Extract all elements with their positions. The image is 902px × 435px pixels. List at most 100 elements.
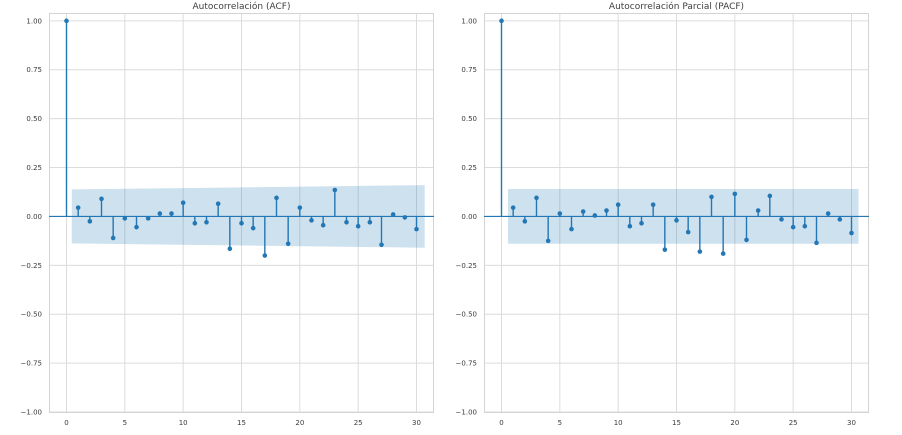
stem-marker (75, 205, 81, 210)
stem-marker (499, 18, 504, 24)
stem-marker (592, 213, 598, 218)
stem-marker (320, 222, 326, 228)
x-tick-label: 0 (499, 419, 503, 427)
stem-marker (379, 242, 384, 248)
stem-marker (87, 219, 93, 224)
stem-marker (697, 249, 703, 254)
y-tick-label: 0.25 (26, 164, 42, 172)
stem-marker (227, 246, 233, 251)
y-tick-label: 0.50 (26, 115, 42, 123)
stem-marker (720, 251, 726, 256)
stem-marker (639, 220, 644, 226)
stem-marker (744, 237, 749, 243)
stem-marker (627, 223, 633, 229)
x-tick-label: 5 (558, 419, 562, 427)
stem-marker (367, 219, 373, 225)
x-tick-label: 25 (789, 419, 798, 427)
stem-marker (767, 193, 773, 199)
y-tick-label: 1.00 (26, 17, 42, 25)
y-tick-label: −0.75 (456, 360, 477, 368)
stem-marker (192, 220, 198, 226)
x-tick-label: 15 (672, 419, 681, 427)
stem-marker (802, 223, 808, 229)
plot-border (49, 13, 434, 413)
stem-marker (510, 205, 516, 210)
y-tick-label: −0.50 (456, 311, 477, 319)
stem-marker (110, 235, 116, 241)
stem-marker (849, 230, 854, 236)
acf-panel-title: Autocorrelación (ACF) (192, 2, 291, 12)
stem-marker (215, 201, 221, 207)
pacf-stem-plot: 1.00 0.75 0.50 0.25 0.00 −0.25 −0.50 −0.75 −1.00… (456, 13, 869, 427)
stem-marker (134, 224, 139, 230)
y-tick-label: −0.50 (21, 311, 42, 319)
stem-marker (569, 226, 574, 232)
stem-marker (64, 18, 69, 24)
stem-marker (662, 247, 668, 252)
stem-marker (557, 211, 563, 216)
stem-marker (755, 208, 761, 213)
stem-marker (837, 217, 843, 222)
x-tick-label: 0 (64, 419, 68, 427)
stem-marker (99, 196, 104, 202)
stem-marker (180, 200, 186, 206)
stem-marker (685, 229, 691, 235)
stem-marker (390, 212, 396, 217)
stem-marker (250, 225, 256, 231)
x-tick-label: 25 (354, 419, 363, 427)
plot-border (484, 13, 869, 413)
stem-marker (145, 216, 151, 221)
y-tick-label: 0.50 (461, 115, 477, 123)
stem-marker (790, 224, 796, 230)
x-tick-label: 15 (237, 419, 246, 427)
y-tick-label: 0.75 (26, 66, 42, 74)
x-tick-label: 10 (614, 419, 623, 427)
stem-marker (297, 205, 303, 210)
stem-marker (814, 240, 819, 246)
acf-stem-plot: 1.00 0.75 0.50 0.25 0.00 −0.25 −0.50 −0.75 −1.00… (21, 13, 434, 427)
y-tick-label: −1.00 (456, 409, 477, 417)
stem-marker (732, 191, 738, 197)
stem-marker (122, 216, 128, 221)
stem-marker (580, 209, 586, 214)
stem-marker (779, 217, 784, 222)
stem-marker (355, 223, 361, 229)
y-tick-label: 0.00 (461, 213, 477, 221)
stem-marker (650, 202, 656, 207)
stem-marker (522, 219, 528, 224)
y-tick-label: 0.00 (26, 213, 42, 221)
stem-marker (169, 211, 174, 216)
stem-marker (709, 194, 714, 200)
x-tick-label: 10 (179, 419, 188, 427)
y-tick-label: 0.75 (461, 66, 477, 74)
x-tick-label: 30 (412, 419, 421, 427)
stem-marker (344, 219, 349, 225)
x-tick-label: 20 (730, 419, 739, 427)
y-tick-label: −0.75 (21, 360, 42, 368)
y-tick-label: 1.00 (461, 17, 477, 25)
pacf-panel-title: Autocorrelación Parcial (PACF) (608, 2, 745, 12)
y-tick-label: −0.25 (21, 262, 42, 270)
stem-marker (239, 220, 244, 226)
x-tick-label: 20 (295, 419, 304, 427)
y-tick-label: 0.25 (461, 164, 477, 172)
stem-marker (285, 241, 291, 247)
stem-marker (534, 195, 539, 201)
stem-marker (204, 219, 209, 225)
stem-marker (604, 208, 609, 213)
stem-marker (414, 226, 419, 232)
x-tick-label: 30 (847, 419, 856, 427)
stem-marker (309, 218, 314, 223)
stem-marker (674, 218, 679, 223)
y-tick-label: −0.25 (456, 262, 477, 270)
x-tick-label: 5 (123, 419, 127, 427)
y-tick-label: −1.00 (21, 409, 42, 417)
stem-marker (332, 187, 338, 193)
stem-marker (825, 211, 831, 216)
stem-marker (545, 238, 551, 244)
stem-marker (274, 195, 279, 201)
stem-marker (402, 215, 408, 220)
stem-marker (262, 253, 268, 258)
stem-marker (157, 211, 163, 216)
